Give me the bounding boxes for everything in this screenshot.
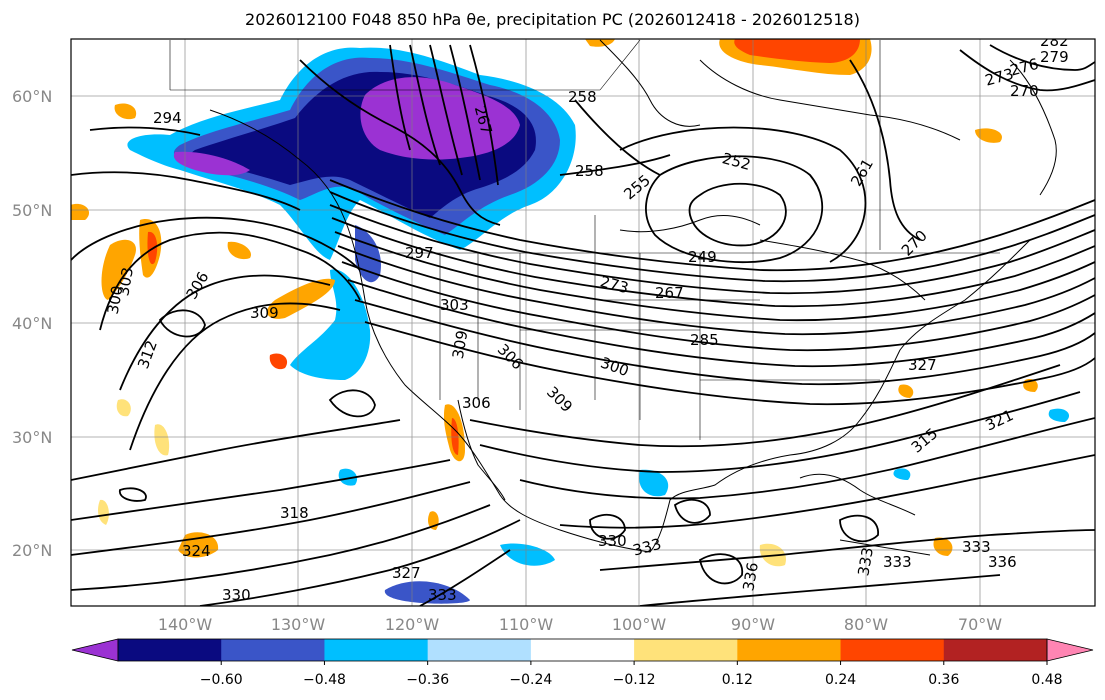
contour-label: 318 (280, 504, 309, 522)
colorbar-swatch (634, 639, 738, 661)
colorbar-swatch (737, 639, 842, 661)
colorbar-tick-label: 0.48 (1031, 672, 1062, 688)
contour-label: 330 (598, 532, 627, 550)
contour-label: 294 (153, 109, 182, 127)
lon-label: 90°W (731, 615, 775, 634)
colorbar-tick-label: −0.24 (509, 672, 552, 688)
contour-label: 297 (405, 244, 434, 262)
graticule (71, 39, 1095, 606)
colorbar-swatch (840, 639, 945, 661)
contour-label: 249 (688, 248, 717, 266)
contour-label: 324 (182, 542, 211, 560)
contour-label: 270 (1010, 82, 1039, 100)
contour-label: 306 (462, 394, 491, 412)
lat-label: 60°N (12, 87, 52, 106)
contour-label: 333 (883, 553, 912, 571)
latitude-labels: 60°N 50°N 40°N 30°N 20°N (12, 87, 52, 560)
contour-label: 327 (392, 564, 421, 582)
colorbar-swatch (324, 639, 429, 661)
map-title: 2026012100 F048 850 hPa θe, precipitatio… (245, 10, 860, 29)
lon-label: 100°W (612, 615, 667, 634)
state-borders (169, 39, 1000, 440)
contour-label: 333 (854, 546, 877, 577)
contour-label: 279 (1040, 48, 1069, 66)
contour-label: 300 (104, 284, 127, 315)
lon-label: 110°W (499, 615, 554, 634)
lat-label: 20°N (12, 541, 52, 560)
colorbar-extend-high (1046, 638, 1094, 662)
contour-label: 303 (114, 266, 137, 297)
colorbar-tick-label: −0.60 (200, 672, 243, 688)
colorbar-frame (117, 638, 1048, 662)
coastlines (209, 39, 1057, 556)
contour-label: 303 (440, 296, 469, 314)
colorbar-tick-label: −0.48 (303, 672, 346, 688)
lon-label: 80°W (844, 615, 888, 634)
contour-label: 258 (568, 88, 597, 106)
lat-label: 50°N (12, 201, 52, 220)
colorbar-tick-label: 0.12 (722, 672, 753, 688)
colorbar-tick-label: −0.36 (406, 672, 449, 688)
colorbar-tick-label: 0.24 (825, 672, 856, 688)
contour-label: 336 (988, 553, 1017, 571)
lon-label: 130°W (271, 615, 326, 634)
contour-label: 330 (222, 586, 251, 604)
colorbar-swatch (530, 639, 635, 661)
colorbar-swatch (221, 639, 325, 661)
contour-label: 327 (908, 356, 937, 374)
contour-label: 258 (575, 162, 604, 180)
theta-e-contours (71, 44, 1095, 606)
contour-label: 267 (655, 284, 684, 302)
colorbar-tick-label: −0.12 (613, 672, 656, 688)
colorbar-swatch (943, 639, 1048, 661)
longitude-labels: 140°W 130°W 120°W 110°W 100°W 90°W 80°W … (158, 615, 1002, 634)
contour-label: 333 (962, 538, 991, 556)
colorbar-swatch (118, 639, 222, 661)
contour-label: 282 (1040, 32, 1069, 50)
lat-label: 30°N (12, 428, 52, 447)
map-plot-area: 294 258 267 258 252 255 261 270 273 276 … (71, 32, 1095, 606)
colorbar: −0.60 −0.48 −0.36 −0.24 −0.12 0.12 0.24 0.36 0.4… (71, 638, 1094, 688)
contour-label: 285 (690, 331, 719, 349)
contour-label: 309 (250, 304, 279, 322)
colorbar-tick-label: 0.36 (928, 672, 959, 688)
contour-label: 336 (739, 561, 762, 592)
lon-label: 140°W (158, 615, 213, 634)
contour-label: 333 (428, 586, 457, 604)
colorbar-swatch (427, 639, 532, 661)
contour-label: 309 (449, 329, 472, 360)
lon-label: 120°W (385, 615, 440, 634)
lat-label: 40°N (12, 314, 52, 333)
lon-label: 70°W (958, 615, 1002, 634)
plot-frame (70, 38, 1096, 607)
colorbar-extend-low (71, 638, 119, 662)
